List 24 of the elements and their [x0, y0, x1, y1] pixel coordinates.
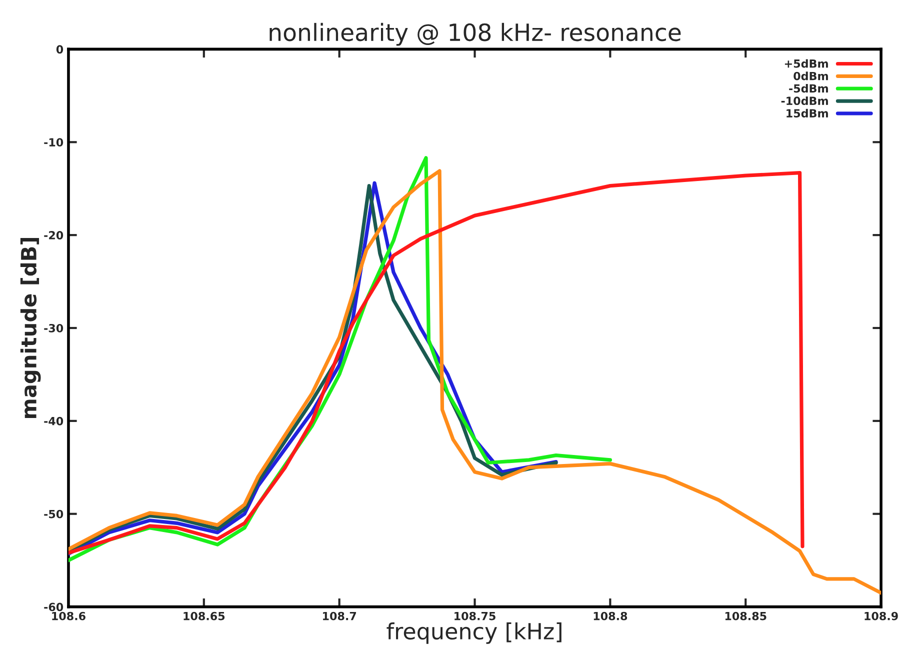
y-tick-label: -30: [44, 324, 64, 332]
x-tick-label: 108.65: [184, 612, 225, 620]
x-tick-label: 108.75: [454, 612, 496, 620]
x-tick-label: 108.8: [594, 612, 628, 620]
x-tick-label: 108.85: [725, 612, 766, 620]
legend-label: -5dBm: [789, 84, 828, 93]
line-series: [68, 169, 882, 595]
y-tick-label: 0: [56, 45, 64, 54]
legend-label: -10dBm: [781, 96, 828, 106]
legend-label: 0dBm: [794, 72, 828, 80]
y-tick-label: -50: [44, 510, 64, 518]
line-series: [68, 170, 804, 555]
y-tick-label: -10: [44, 138, 64, 147]
x-tick-label: 108.7: [323, 612, 356, 620]
legend-label: +5dBm: [784, 59, 828, 68]
y-tick-label: -60: [44, 602, 64, 612]
x-tick-label: 108.9: [864, 612, 898, 620]
y-axis-title: magnitude [dB]: [20, 238, 41, 418]
legend-label: 15dBm: [786, 108, 828, 118]
chart-title: nonlinearity @ 108 kHz- resonance: [270, 22, 681, 46]
y-tick-label: -40: [44, 416, 64, 426]
x-axis-title: frequency [kHz]: [386, 622, 562, 644]
y-tick-label: -20: [44, 231, 64, 240]
x-tick-label: 108.6: [52, 612, 86, 620]
